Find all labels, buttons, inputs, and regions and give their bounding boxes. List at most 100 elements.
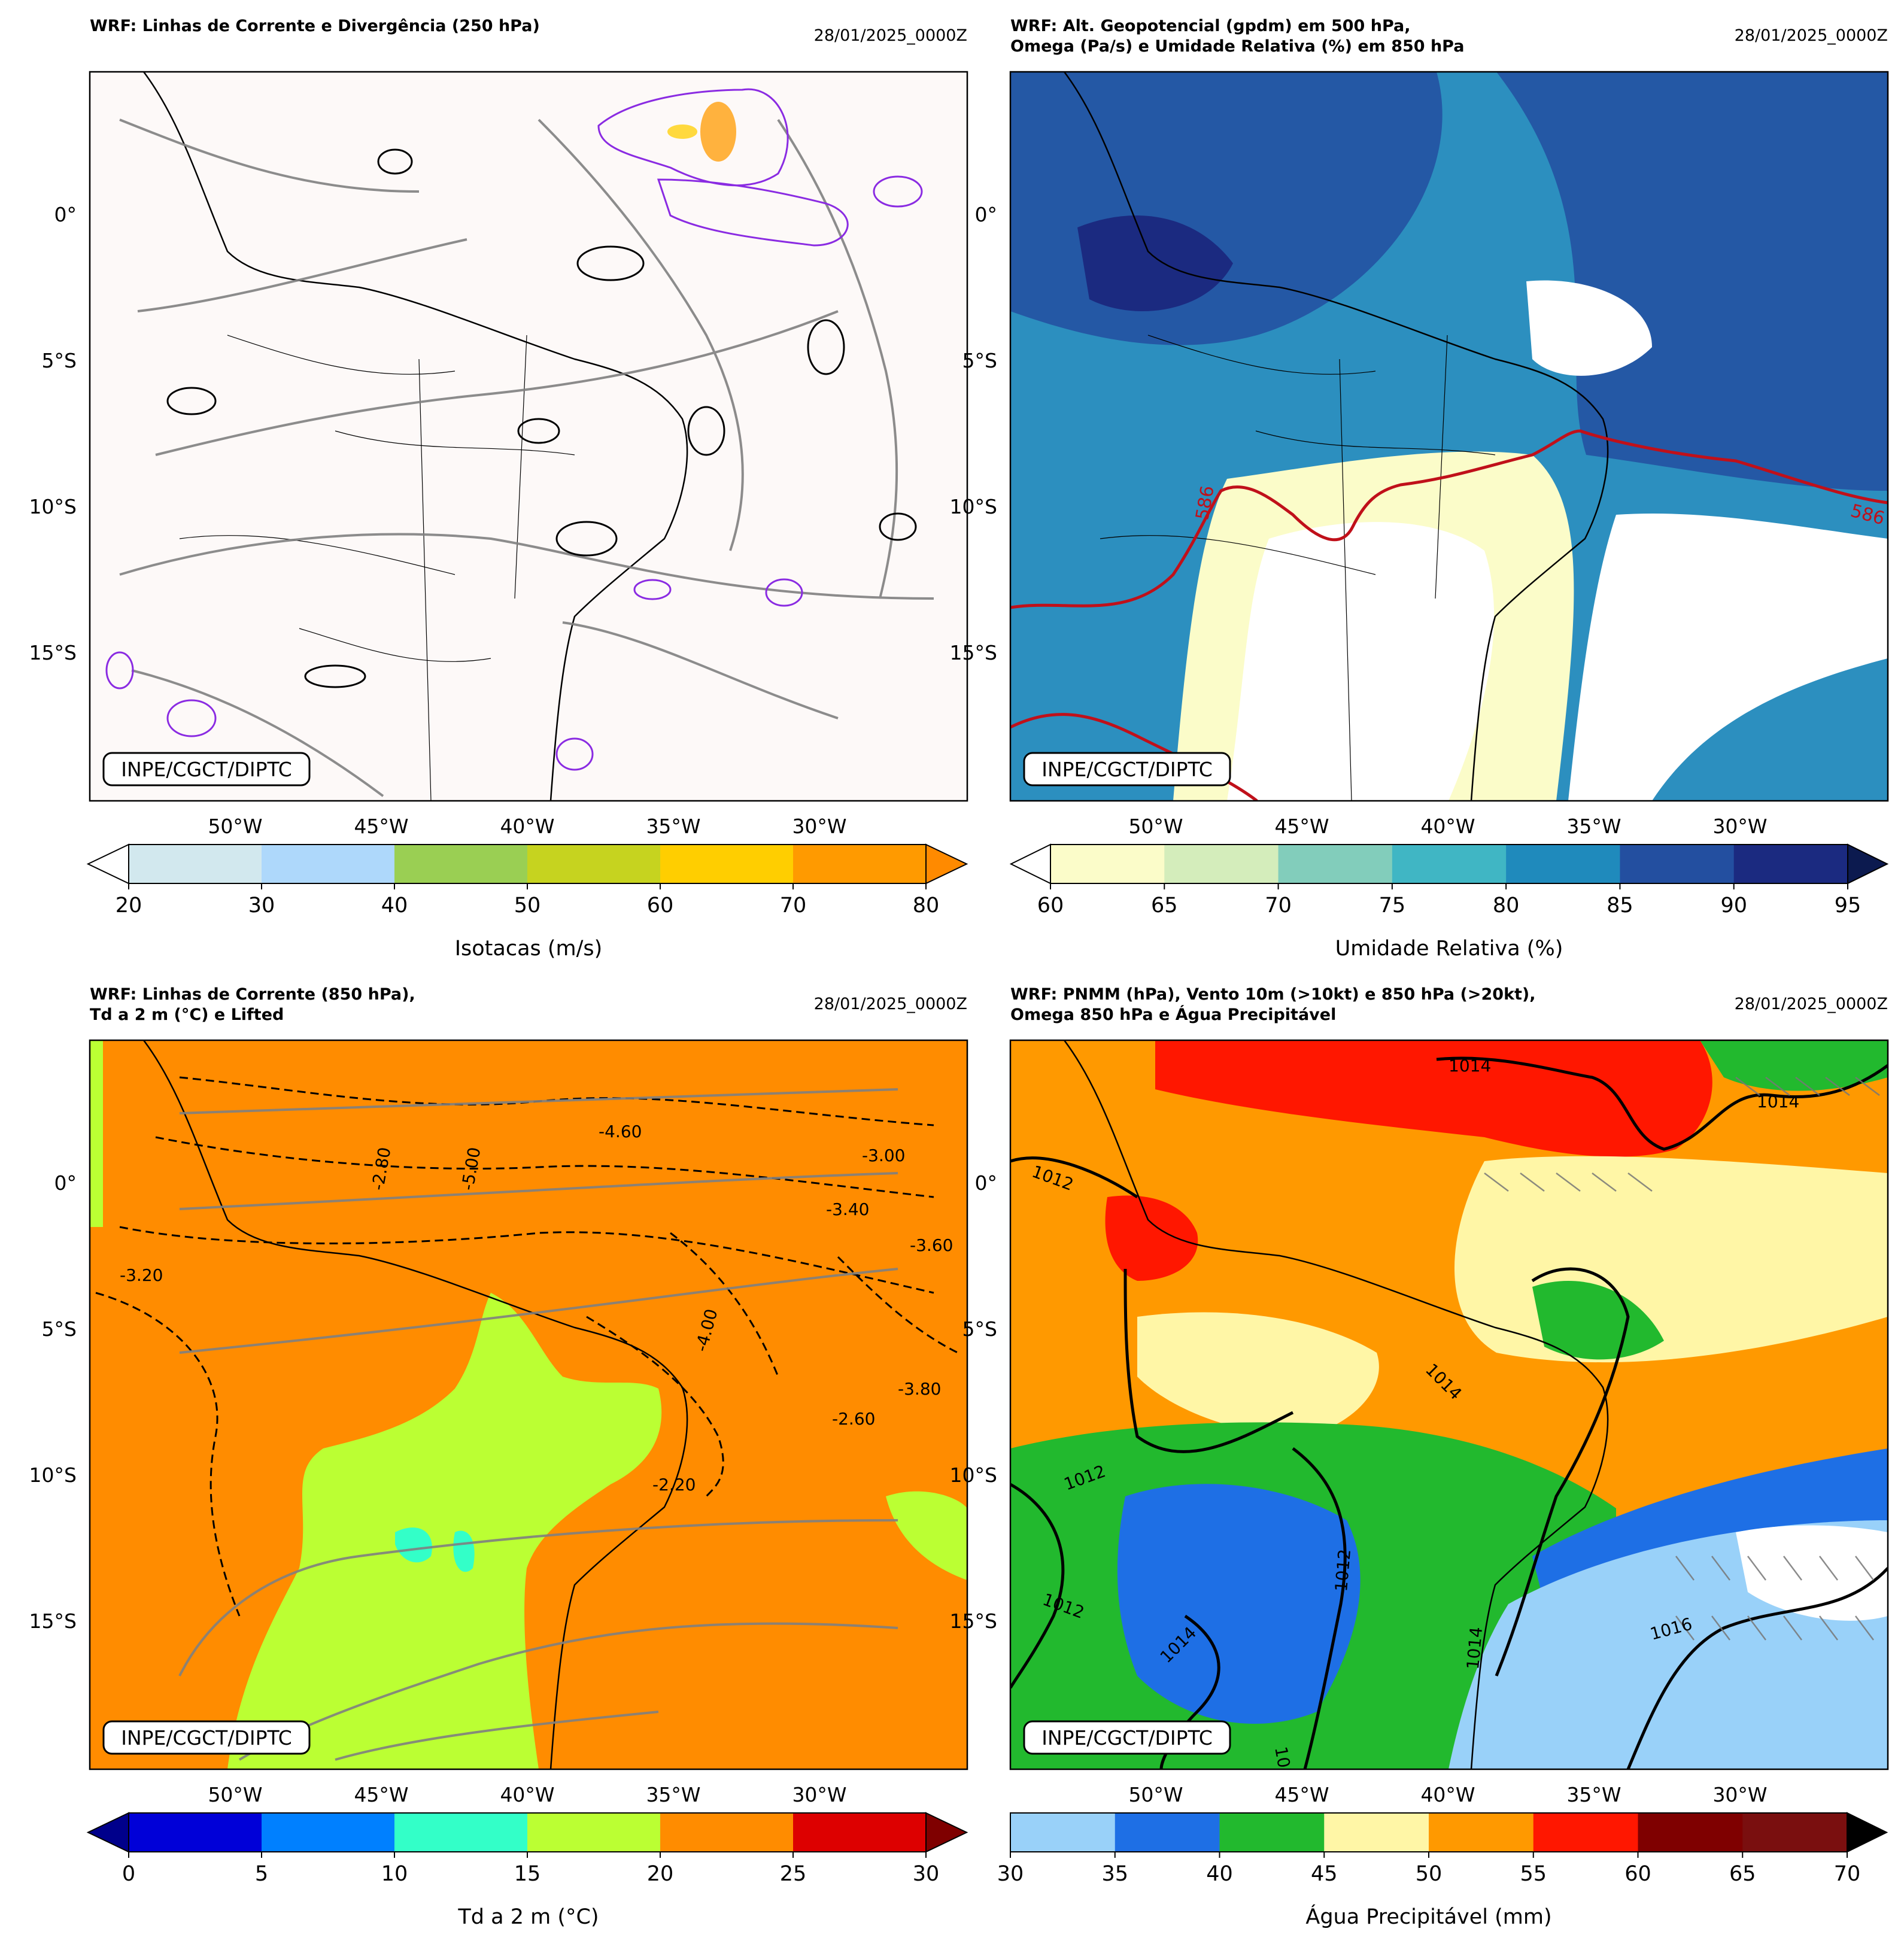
contour-label: -3.40 (826, 1199, 869, 1219)
lon-tick-30w: 30°W (1712, 815, 1767, 838)
colorbar-tick-label: 90 (1720, 894, 1747, 918)
panel-streamlines-850hpa: WRF: Linhas de Corrente (850 hPa), Td a … (29, 985, 968, 1929)
lat-tick-labels: 0° 5°S 10°S 15°S (950, 203, 997, 664)
lon-tick-labels: 50°W 45°W 40°W 35°W 30°W (208, 1783, 846, 1806)
contour-label: -3.60 (910, 1235, 953, 1255)
isobar-label: 1014 (1449, 1056, 1491, 1076)
colorbar-tick-label: 25 (780, 1862, 807, 1886)
td-green-east (886, 1491, 967, 1580)
lat-tick-15s: 15°S (29, 641, 77, 664)
colorbar-tick-label: 5 (255, 1862, 268, 1886)
colorbar-tick-label: 80 (1493, 894, 1520, 918)
colorbar-under-triangle (86, 1812, 129, 1853)
lon-tick-labels: 50°W 45°W 40°W 35°W 30°W (1128, 815, 1767, 838)
colorbar-bin (1742, 1813, 1848, 1852)
map-area: -4.60 -5.00 -3.20 -2.80 -3.00 -3.40 -3.6… (89, 1039, 968, 1770)
coastline (142, 72, 688, 801)
credit-box: INPE/CGCT/DIPTC (1023, 1720, 1231, 1755)
coastline (142, 1040, 688, 1769)
colorbar-tick-label: 70 (780, 894, 807, 918)
colorbar-tick-label: 60 (1624, 1862, 1651, 1886)
wind-barbs (1484, 1077, 1880, 1641)
lon-tick-40w: 40°W (500, 815, 554, 838)
panel-title: WRF: PNMM (hPa), Vento 10m (>10kt) e 850… (1010, 985, 1536, 1004)
colorbar-bin (1010, 1813, 1116, 1852)
colorbar-bin (1620, 845, 1735, 883)
pw-green-east (1532, 1281, 1664, 1360)
colorbar-over-triangle (925, 843, 968, 885)
panel-pnmm: WRF: PNMM (hPa), Vento 10m (>10kt) e 850… (950, 985, 1889, 1929)
credit-label: INPE/CGCT/DIPTC (1041, 758, 1213, 781)
contour-label: -2.20 (652, 1475, 696, 1495)
colorbar-tick-label: 80 (913, 894, 940, 918)
credit-box: INPE/CGCT/DIPTC (1023, 752, 1231, 786)
colorbar-tick-label: 70 (1265, 894, 1292, 918)
td-green-west (90, 1040, 103, 1227)
colorbar-bin (1324, 1813, 1429, 1852)
lon-tick-40w: 40°W (500, 1783, 554, 1806)
lat-tick-labels: 0° 5°S 10°S 15°S (950, 1171, 997, 1633)
colorbar-bin (262, 845, 395, 883)
credit-box-frame (1023, 1720, 1231, 1755)
colorbar-over-triangle (925, 1812, 968, 1853)
lat-tick-10s: 10°S (950, 1463, 997, 1487)
colorbar-bin (1533, 1813, 1638, 1852)
colorbar-label: Água Precipitável (mm) (1305, 1904, 1551, 1929)
panel-title-line2: Omega (Pa/s) e Umidade Relativa (%) em 8… (1010, 37, 1464, 56)
colorbar-bin (1278, 845, 1393, 883)
humidity-dry-core (1227, 522, 1495, 801)
panel-geopotential-500hpa: WRF: Alt. Geopotencial (gpdm) em 500 hPa… (950, 17, 1889, 961)
coastline (1063, 72, 1609, 801)
lat-tick-10s: 10°S (29, 495, 77, 518)
map-frame (89, 1039, 968, 1770)
credit-label: INPE/CGCT/DIPTC (1041, 1726, 1213, 1750)
colorbar-tick-label: 60 (647, 894, 674, 918)
lon-tick-35w: 35°W (646, 1783, 700, 1806)
colorbar-tick-label: 15 (514, 1862, 541, 1886)
map-features: 1012 1014 1012 1014 1012 1014 1016 1012 … (1010, 1040, 1888, 1769)
colorbar-bin (660, 1813, 794, 1852)
colorbar-bin (527, 1813, 661, 1852)
panel-title-line2: Omega 850 hPa e Água Precipitável (1010, 1005, 1336, 1024)
lat-tick-0: 0° (975, 1171, 998, 1195)
colorbar-tick-label: 75 (1379, 894, 1406, 918)
colorbar-tick-label: 60 (1037, 894, 1064, 918)
map-features (105, 72, 934, 801)
colorbar-over-triangle (1847, 1812, 1888, 1853)
map-features: -4.60 -5.00 -3.20 -2.80 -3.00 -3.40 -3.6… (90, 1040, 967, 1769)
streamlines (119, 119, 934, 797)
lon-tick-35w: 35°W (1566, 815, 1621, 838)
map-background (90, 72, 967, 801)
colorbar-bin (1392, 845, 1507, 883)
colorbar-tick-label: 30 (997, 1862, 1024, 1886)
lon-tick-30w: 30°W (792, 1783, 846, 1806)
credit-box-frame (1023, 752, 1231, 786)
lon-tick-50w: 50°W (208, 1783, 262, 1806)
colorbar-bin (394, 845, 528, 883)
streamlines (178, 1088, 898, 1761)
contour-label: -2.60 (832, 1409, 875, 1429)
colorbar-tick-label: 0 (122, 1862, 135, 1886)
lat-tick-15s: 15°S (29, 1609, 77, 1633)
lon-tick-30w: 30°W (792, 815, 846, 838)
lon-tick-45w: 45°W (354, 815, 408, 838)
map-area (89, 71, 968, 802)
lat-tick-0: 0° (54, 203, 77, 226)
colorbar-frame (1050, 844, 1848, 884)
lat-tick-labels: 0° 5°S 10°S 15°S (29, 203, 77, 664)
colorbar-bin (1733, 845, 1848, 883)
colorbar-td2m: 0 5 10 15 20 25 30 (86, 1812, 968, 1886)
colorbar-tick-label: 40 (1206, 1862, 1233, 1886)
panel-title: WRF: Linhas de Corrente (850 hPa), (90, 985, 415, 1004)
lon-tick-40w: 40°W (1420, 815, 1475, 838)
isobar-label: 1014 (1757, 1092, 1799, 1111)
panel-timestamp: 28/01/2025_0000Z (1735, 26, 1888, 45)
map-features: 586 586 (1010, 72, 1888, 801)
map-area: 1012 1014 1012 1014 1012 1014 1016 1012 … (1009, 1039, 1889, 1770)
colorbar-bin (660, 845, 794, 883)
credit-label: INPE/CGCT/DIPTC (121, 1726, 292, 1750)
lat-tick-5s: 5°S (42, 1317, 77, 1341)
colorbar-tick-label: 85 (1607, 894, 1633, 918)
isotach-fills (667, 102, 736, 162)
